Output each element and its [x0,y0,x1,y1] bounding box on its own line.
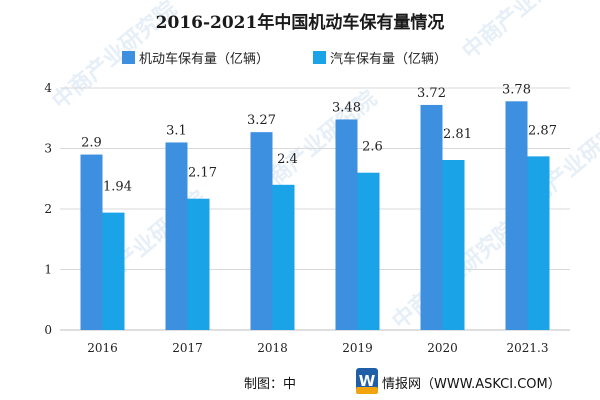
data-label-series-2: 2.81 [443,127,472,142]
data-label-series-1: 3.1 [166,123,187,138]
y-tick-label: 2 [44,202,52,216]
bar-series-2 [442,159,465,330]
data-label-series-2: 2.6 [362,140,383,155]
bar-series-1 [335,119,358,331]
x-tick-label: 2021.3 [507,341,549,355]
w-logo-icon: W [356,368,378,394]
x-tick-label: 2017 [172,341,203,355]
legend-label-series-2: 汽车保有量（亿辆） [330,51,447,67]
y-tick-label: 3 [44,142,52,156]
data-label-series-1: 3.27 [247,113,276,128]
x-tick-label: 2018 [257,341,288,355]
bar-series-2 [357,172,380,330]
footer: 制图：中 W 情报网（WWW.ASKCI.COM） [244,368,561,394]
data-label-series-2: 2.4 [277,152,298,167]
bar-series-1 [250,132,273,330]
bar-series-2 [272,184,295,330]
y-tick-label: 0 [44,323,52,337]
data-label-series-1: 3.78 [502,82,531,97]
data-label-series-2: 2.87 [528,123,557,138]
data-label-series-2: 1.94 [103,180,132,195]
data-label-series-2: 2.17 [188,166,217,181]
y-tick-label: 1 [44,263,52,277]
bar-series-1 [505,101,528,330]
logo-accent-bar [356,387,378,394]
bar-series-2 [527,156,550,330]
legend: 机动车保有量（亿辆） 汽车保有量（亿辆） [122,51,447,67]
logo-letter: W [359,372,376,390]
gridlines [60,87,570,331]
x-tick-label: 2019 [342,341,373,355]
legend-swatch-series-1 [122,51,135,64]
y-axis-ticks: 0 1 2 3 4 [44,81,52,337]
x-tick-label: 2020 [427,341,458,355]
x-tick-label: 2016 [87,341,118,355]
x-axis-ticks: 2016 2017 2018 2019 2020 2021.3 [87,341,548,355]
data-labels: 2.9 1.94 3.1 2.17 3.27 2.4 3.48 2.6 3.72 2.81 3.78… [81,82,557,194]
bar-series-1 [165,142,188,330]
watermark-text: 中商产业研究院 [457,0,592,65]
footer-suffix: 情报网（WWW.ASKCI.COM） [382,377,561,392]
legend-swatch-series-2 [313,51,326,64]
footer-prefix: 制图：中 [244,377,296,392]
bar-series-2 [187,198,210,330]
data-label-series-1: 3.72 [417,86,446,101]
bar-series-1 [80,154,103,330]
bar-series-1 [420,104,443,330]
chart-title: 2016-2021年中国机动车保有量情况 [156,12,445,33]
data-label-series-1: 3.48 [332,100,361,115]
bar-series-2 [102,212,125,330]
bars [80,101,550,331]
data-label-series-1: 2.9 [81,136,102,151]
legend-label-series-1: 机动车保有量（亿辆） [139,51,269,67]
y-tick-label: 4 [44,81,52,95]
